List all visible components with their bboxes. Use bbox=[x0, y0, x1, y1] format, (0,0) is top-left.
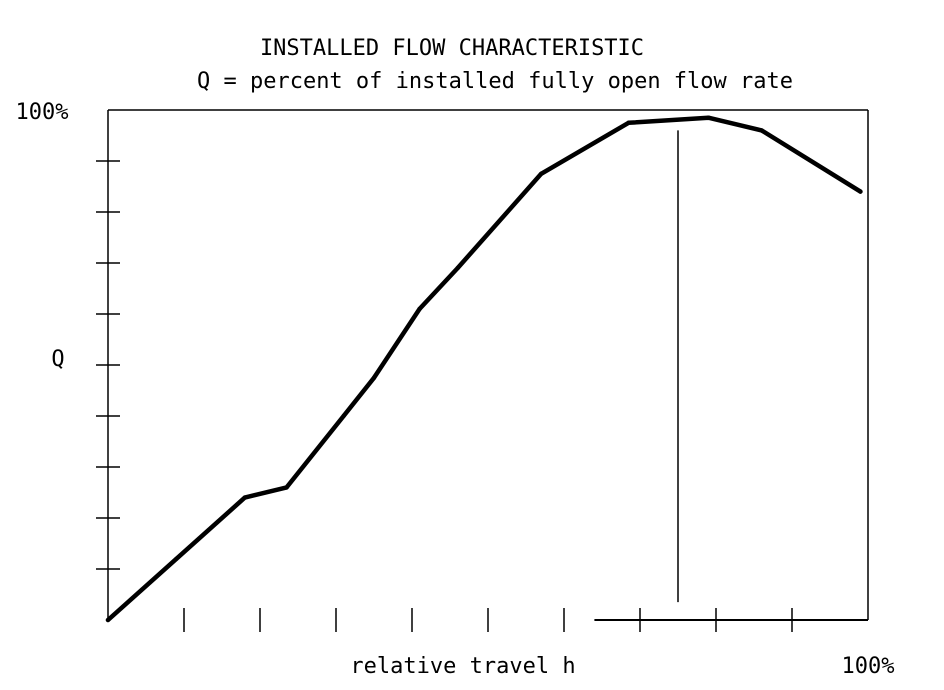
x-axis-label: relative travel h bbox=[350, 654, 575, 679]
data-point-0 bbox=[105, 617, 111, 623]
data-point-5 bbox=[371, 375, 377, 380]
data-point-8 bbox=[539, 171, 544, 176]
chart-title: INSTALLED FLOW CHARACTERISTIC bbox=[260, 36, 644, 61]
data-point-11 bbox=[759, 128, 764, 133]
y-max-label: 100% bbox=[16, 100, 69, 125]
chart-subtitle: Q = percent of installed fully open flow… bbox=[197, 69, 793, 94]
data-point-9 bbox=[626, 120, 631, 125]
x-max-label: 100% bbox=[842, 654, 895, 679]
y-axis-label: Q bbox=[51, 347, 64, 372]
data-point-3 bbox=[284, 485, 289, 490]
data-point-10 bbox=[706, 115, 711, 120]
series-line bbox=[105, 115, 863, 623]
data-point-12 bbox=[858, 189, 863, 194]
data-point-1 bbox=[174, 556, 179, 561]
data-point-7 bbox=[455, 265, 460, 271]
y-ticks bbox=[96, 160, 120, 570]
series-points bbox=[105, 115, 863, 623]
data-point-4 bbox=[341, 413, 346, 419]
x-ticks bbox=[183, 608, 793, 632]
data-point-6 bbox=[417, 306, 422, 312]
data-point-2 bbox=[242, 495, 247, 500]
